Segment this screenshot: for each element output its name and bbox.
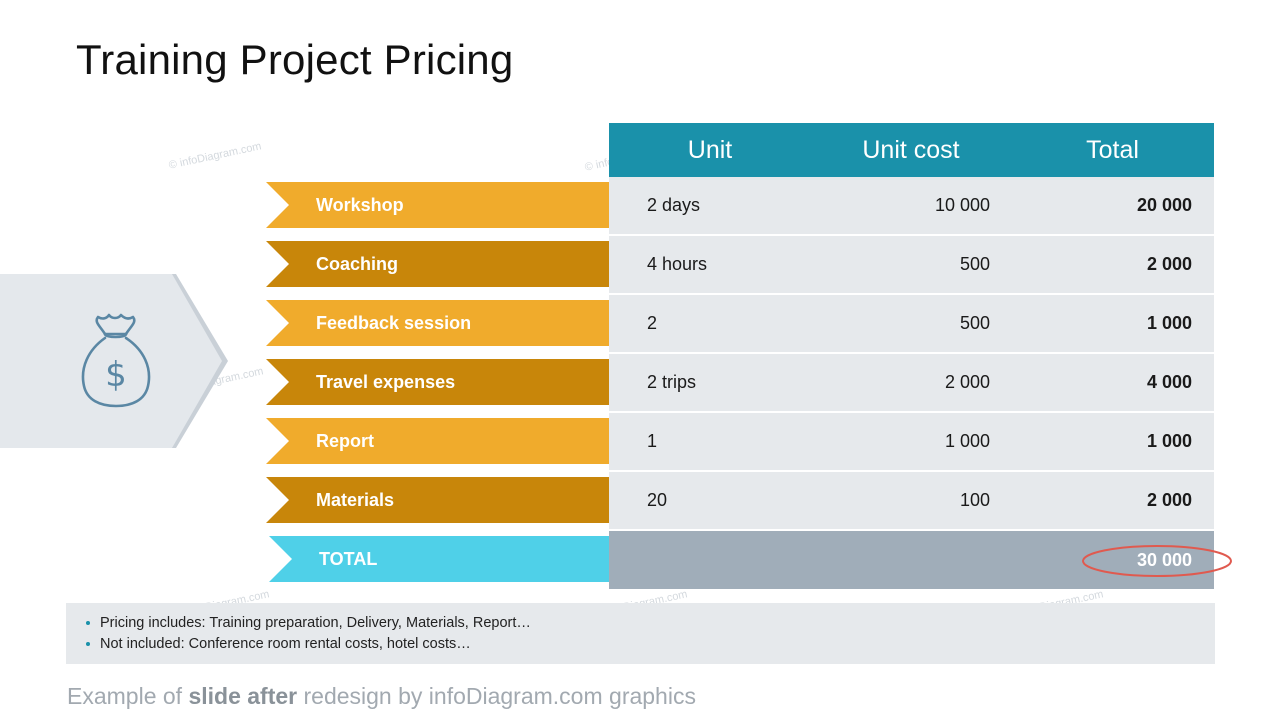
cell-total: 20 000 [1136, 195, 1192, 215]
table-row: 1 1 000 1 000 [609, 413, 1214, 470]
cell-total: 4 000 [1146, 372, 1192, 392]
note-item: Not included: Conference room rental cos… [86, 634, 1215, 655]
footer-prefix: Example of [67, 683, 189, 709]
table-row: 2 trips 2 000 4 000 [609, 354, 1214, 411]
table-row: 2 days 10 000 20 000 [609, 177, 1214, 234]
highlight-circle-icon [1082, 545, 1232, 577]
cell-unit: 2 days [647, 195, 701, 215]
cell-unit-cost: 10 000 [934, 195, 990, 215]
footer-bold: slide after [188, 683, 298, 709]
table-row: 4 hours 500 2 000 [609, 236, 1214, 293]
cell-unit: 1 [647, 431, 658, 451]
icon-chevron-shape [0, 274, 232, 448]
cell-unit-cost: 500 [959, 313, 990, 333]
cell-total: 1 000 [1146, 431, 1192, 451]
cell-unit: 2 trips [647, 372, 697, 392]
svg-text:$: $ [105, 355, 127, 395]
cell-unit: 20 [647, 490, 668, 510]
row-label-materials: Materials [266, 477, 609, 523]
cell-unit: 4 hours [647, 254, 708, 274]
cell-unit-cost: 100 [959, 490, 990, 510]
money-bag-icon: $ [78, 312, 154, 412]
grand-total-value: 30 000 [1136, 550, 1192, 570]
cell-unit-cost: 500 [959, 254, 990, 274]
table-total-row: 30 000 [609, 531, 1214, 589]
note-item: Pricing includes: Training preparation, … [86, 613, 1215, 634]
row-label-coaching: Coaching [266, 241, 609, 287]
cell-unit-cost: 2 000 [944, 372, 990, 392]
cell-total: 1 000 [1146, 313, 1192, 333]
footer-suffix: redesign by infoDiagram.com graphics [297, 683, 696, 709]
header-unit-cost: Unit cost [862, 136, 960, 164]
notes-box: Pricing includes: Training preparation, … [66, 603, 1215, 664]
row-label-feedback-session: Feedback session [266, 300, 609, 346]
footer-caption: Example of slide after redesign by infoD… [67, 683, 696, 710]
header-total: Total [1086, 136, 1139, 164]
slide-title: Training Project Pricing [76, 36, 514, 83]
row-label-workshop: Workshop [266, 182, 609, 228]
watermark-1: © infoDiagram.com [167, 140, 263, 172]
cell-total: 2 000 [1146, 254, 1192, 274]
table-row: 20 100 2 000 [609, 472, 1214, 529]
cell-unit-cost: 1 000 [944, 431, 990, 451]
cell-total: 2 000 [1146, 490, 1192, 510]
table-row: 2 500 1 000 [609, 295, 1214, 352]
row-label-total: TOTAL [269, 536, 609, 582]
row-label-report: Report [266, 418, 609, 464]
header-unit: Unit [687, 136, 733, 164]
table-header: Unit Unit cost Total [609, 123, 1214, 177]
cell-unit: 2 [647, 313, 658, 333]
row-label-travel-expenses: Travel expenses [266, 359, 609, 405]
